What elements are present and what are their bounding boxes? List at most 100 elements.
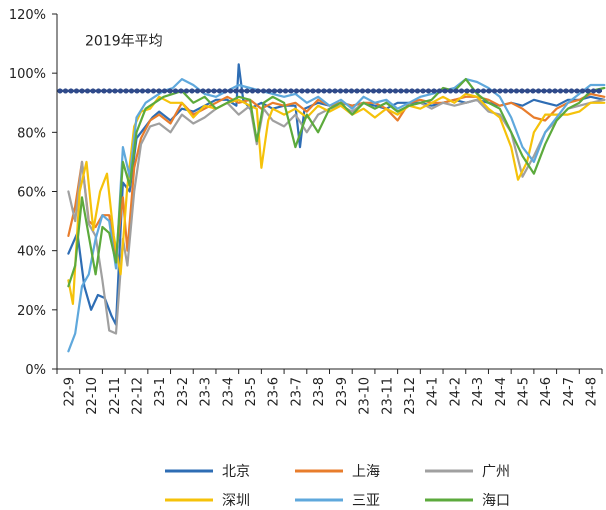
reference-marker xyxy=(420,88,426,94)
reference-marker xyxy=(513,88,520,94)
reference-marker xyxy=(403,88,410,94)
reference-marker xyxy=(524,88,531,94)
series-line-2 xyxy=(67,98,606,335)
x-tick-label: 23-4 xyxy=(221,377,236,407)
x-tick-label: 23-1 xyxy=(153,377,168,407)
reference-marker xyxy=(464,88,470,94)
reference-marker xyxy=(458,88,465,94)
reference-marker xyxy=(497,88,503,94)
x-tick-label: 23-6 xyxy=(267,377,282,407)
y-axis-ticks: 0% 20% 40% 60% 80% 100% 120% xyxy=(9,8,57,378)
reference-marker xyxy=(128,88,135,94)
reference-marker xyxy=(134,88,140,94)
series-lines xyxy=(67,63,606,353)
reference-marker xyxy=(101,88,107,94)
reference-marker xyxy=(211,88,217,94)
reference-marker xyxy=(95,88,102,94)
reference-marker xyxy=(552,88,558,94)
reference-marker xyxy=(491,88,498,94)
reference-marker xyxy=(502,88,509,94)
reference-marker xyxy=(90,88,96,94)
x-tick-label: 22-10 xyxy=(85,377,100,415)
reference-marker xyxy=(117,88,124,94)
x-tick-label: 24-5 xyxy=(517,377,532,407)
axes: 0%20%40%60%80%100%120% 22-9 22-10 22-11 22-… xyxy=(9,8,603,415)
y-tick-label: 100% xyxy=(9,67,46,82)
reference-marker xyxy=(557,88,564,94)
reference-marker xyxy=(200,88,206,94)
x-tick-label: 23-9 xyxy=(335,377,350,407)
reference-marker xyxy=(79,88,85,94)
reference-marker xyxy=(332,88,338,94)
reference-marker xyxy=(414,88,421,94)
reference-marker xyxy=(585,88,591,94)
reference-marker xyxy=(359,88,366,94)
reference-marker xyxy=(321,88,327,94)
y-tick-label: 40% xyxy=(17,245,46,260)
reference-marker xyxy=(486,88,492,94)
reference-marker xyxy=(156,88,162,94)
reference-label: 2019年平均 xyxy=(85,34,163,50)
reference-marker xyxy=(563,88,569,94)
x-tick-label: 23-11 xyxy=(380,377,395,415)
reference-marker xyxy=(310,88,316,94)
y-tick-label: 60% xyxy=(17,186,46,201)
reference-marker xyxy=(475,88,481,94)
x-tick-label: 24-2 xyxy=(448,377,463,407)
legend-label: 上海 xyxy=(352,464,380,480)
reference-marker xyxy=(315,88,322,94)
reference-marker xyxy=(469,88,476,94)
x-tick-label: 24-7 xyxy=(562,377,577,407)
reference-marker xyxy=(293,88,300,94)
reference-marker xyxy=(244,88,250,94)
reference-marker xyxy=(343,88,349,94)
reference-marker xyxy=(579,88,586,94)
x-tick-label: 24-3 xyxy=(471,377,486,407)
reference-marker xyxy=(84,88,91,94)
legend-label: 海口 xyxy=(482,493,510,509)
reference-marker xyxy=(431,88,437,94)
reference-marker xyxy=(172,88,179,94)
reference-marker xyxy=(249,88,256,94)
reference-marker xyxy=(266,88,272,94)
reference-marker xyxy=(354,88,360,94)
x-tick-label: 24-1 xyxy=(426,377,441,407)
reference-marker xyxy=(337,88,344,94)
reference-marker xyxy=(535,88,542,94)
reference-marker xyxy=(398,88,404,94)
x-tick-label: 24-8 xyxy=(585,377,600,407)
reference-marker xyxy=(161,88,168,94)
x-tick-label: 24-4 xyxy=(494,377,509,407)
reference-marker xyxy=(194,88,201,94)
reference-marker xyxy=(409,88,415,94)
y-tick-label: 0% xyxy=(25,363,46,378)
x-tick-label: 23-7 xyxy=(289,377,304,407)
x-axis-ticks: 22-9 22-10 22-11 22-12 23-1 23-2 23-3 23-4 23-5 2… xyxy=(56,369,603,415)
reference-marker xyxy=(508,88,514,94)
reference-marker xyxy=(574,88,580,94)
reference-marker xyxy=(381,88,388,94)
reference-marker xyxy=(299,88,305,94)
reference-marker xyxy=(530,88,536,94)
reference-marker xyxy=(271,88,278,94)
legend-label: 广州 xyxy=(482,464,510,480)
x-tick-label: 23-5 xyxy=(244,377,259,407)
reference-marker xyxy=(68,88,74,94)
x-tick-label: 22-11 xyxy=(108,377,123,415)
series-line-4 xyxy=(67,78,606,353)
reference-line-markers xyxy=(57,88,602,94)
x-tick-label: 23-10 xyxy=(358,377,373,415)
reference-marker xyxy=(57,88,63,94)
reference-marker xyxy=(255,88,261,94)
reference-marker xyxy=(227,88,234,94)
reference-marker xyxy=(222,88,228,94)
reference-marker xyxy=(376,88,382,94)
reference-marker xyxy=(123,88,129,94)
reference-marker xyxy=(282,88,289,94)
reference-marker xyxy=(112,88,118,94)
reference-marker xyxy=(260,88,267,94)
x-tick-label: 23-12 xyxy=(403,377,418,415)
reference-marker xyxy=(167,88,173,94)
reference-marker xyxy=(453,88,459,94)
